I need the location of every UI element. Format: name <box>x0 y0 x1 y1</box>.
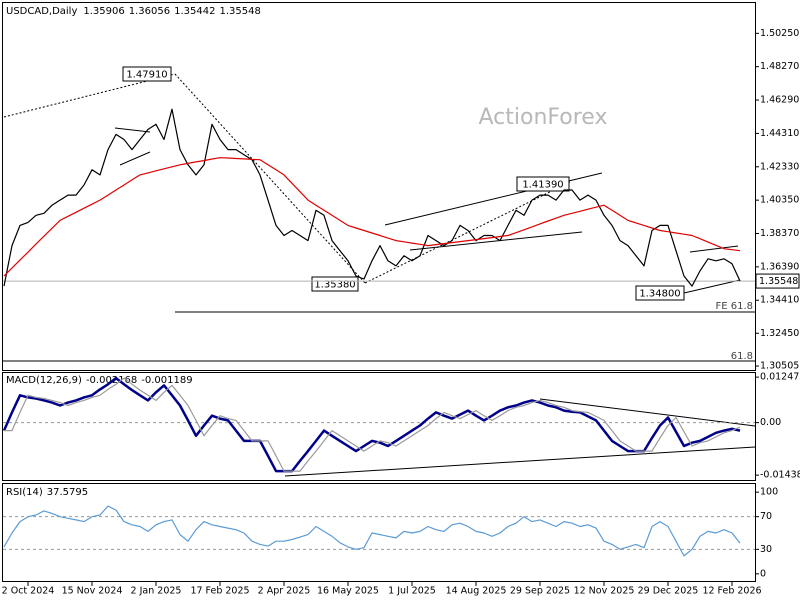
macd-title: MACD(12,26,9) <box>6 375 82 386</box>
x-tick-label: 29 Dec 2025 <box>638 586 699 597</box>
y-tick-label: 0.00 <box>760 417 781 428</box>
series-line <box>3 505 741 557</box>
y-tick-label: 0.012472 <box>760 372 800 383</box>
annotation: 1.34800 <box>639 289 680 300</box>
symbol-title: USDCAD,Daily <box>6 6 77 17</box>
y-tick-label: 1.34410 <box>760 295 799 306</box>
series-line <box>4 377 741 472</box>
annotation: 61.8 <box>731 351 753 362</box>
x-tick-label: 12 Feb 2026 <box>702 586 761 597</box>
annotation-box <box>516 176 570 192</box>
y-tick-label: 1.46290 <box>760 95 799 106</box>
current-price-box <box>755 273 800 289</box>
macd-value: -0.001189 <box>141 375 192 386</box>
ohlc-value: 1.35442 <box>174 6 215 17</box>
y-tick-label: 1.44310 <box>760 128 799 139</box>
triangle-line <box>114 127 151 133</box>
annotation: FE 61.8 <box>715 301 753 312</box>
x-tick-label: 15 Nov 2024 <box>62 586 123 597</box>
y-tick-label: 1.30505 <box>760 361 799 372</box>
x-tick-label: 2 Oct 2024 <box>2 586 55 597</box>
macd-panel <box>2 372 756 481</box>
y-tick-label: 1.38370 <box>760 228 799 239</box>
y-tick-label: -0.014389 <box>760 470 800 481</box>
y-tick-label: 70 <box>760 511 772 522</box>
price-panel <box>2 2 756 371</box>
x-tick-label: 14 Aug 2025 <box>446 586 507 597</box>
rsi-header: RSI(14) 37.5795 <box>6 487 88 498</box>
x-tick-label: 17 Feb 2025 <box>190 586 249 597</box>
macd-trend-line <box>539 398 756 427</box>
ohlc-value: 1.35548 <box>219 6 260 17</box>
y-tick-label: 1.48270 <box>760 61 799 72</box>
x-tick-label: 29 Sep 2025 <box>510 586 570 597</box>
y-tick-label: 1.50250 <box>760 28 799 39</box>
watermark: ActionForex <box>479 105 608 130</box>
rsi-value: 37.5795 <box>47 487 88 498</box>
y-tick-label: 100 <box>760 487 778 498</box>
y-tick-label: 1.40350 <box>760 195 799 206</box>
series-line <box>3 108 741 287</box>
rsi-title: RSI(14) <box>6 487 43 498</box>
price-header: USDCAD,Daily 1.35906 1.36056 1.35442 1.35548 <box>6 6 261 17</box>
triangle-line <box>119 151 151 166</box>
rsi-panel <box>2 483 756 582</box>
y-tick-label: 1.36390 <box>760 261 799 272</box>
current-price-label: 1.35548 <box>759 276 798 287</box>
x-tick-label: 1 Jul 2025 <box>388 586 436 597</box>
x-tick-label: 2 Jan 2025 <box>131 586 182 597</box>
trend-line <box>3 73 176 118</box>
x-tick-label: 2 Apr 2025 <box>258 586 311 597</box>
macd-trend-line <box>284 446 756 477</box>
wedge-line <box>689 245 739 253</box>
ohlc-value: 1.36056 <box>129 6 170 17</box>
y-tick-label: 30 <box>760 544 772 555</box>
channel-line <box>409 231 583 251</box>
series-line <box>3 157 741 277</box>
annotation: 1.47910 <box>126 70 167 81</box>
series-line <box>2 376 741 473</box>
annotation: 1.41390 <box>522 180 563 191</box>
annotation-box <box>635 285 685 301</box>
x-tick-label: 16 May 2025 <box>317 586 379 597</box>
y-tick-label: 1.42330 <box>760 161 799 172</box>
x-tick-label: 12 Nov 2025 <box>574 586 635 597</box>
annotation-box <box>122 66 172 82</box>
trend-line <box>174 73 366 284</box>
annotation: 1.35380 <box>314 280 355 291</box>
y-tick-label: 1.32450 <box>760 328 799 339</box>
annotation-box <box>311 276 359 292</box>
ohlc-value: 1.35906 <box>83 6 124 17</box>
wedge-line <box>683 279 741 294</box>
y-tick-label: 0 <box>760 568 766 579</box>
